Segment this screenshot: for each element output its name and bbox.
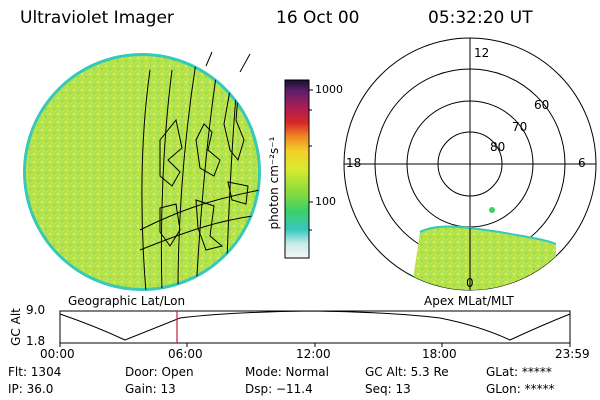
time-label: 05:32:20 UT: [428, 8, 533, 28]
time-tick-1200: 12:00: [296, 347, 331, 361]
polar-mlat-mlt-plot: [343, 37, 597, 291]
status-mode: Mode: Normal: [245, 365, 329, 379]
mlt-label-0: 0: [466, 276, 474, 290]
colorbar-tick-100: 100: [315, 195, 336, 208]
mlt-label-6: 6: [578, 156, 586, 170]
mlt-label-12: 12: [474, 46, 490, 60]
date-label: 16 Oct 00: [276, 8, 360, 28]
altitude-tick-1.8: 1.8: [26, 334, 46, 348]
status-flt: Flt: 1304: [8, 365, 62, 379]
apex-panel-label: Apex MLat/MLT: [424, 294, 514, 308]
time-tick-0000: 00:00: [40, 347, 75, 361]
status-door: Door: Open: [125, 365, 194, 379]
time-tick-1800: 18:00: [422, 347, 457, 361]
colorbar-unit-label: photon cm⁻²s⁻¹: [267, 136, 281, 230]
status-dsp: Dsp: −11.4: [245, 382, 313, 396]
status-ip: IP: 36.0: [8, 382, 54, 396]
instrument-title: Ultraviolet Imager: [20, 8, 174, 28]
mlat-label-70: 70: [512, 120, 528, 134]
status-gain: Gain: 13: [125, 382, 176, 396]
colorbar-tick-1000: 1000: [315, 83, 343, 96]
status-glon: GLon: *****: [486, 382, 555, 396]
altitude-plot: [59, 310, 571, 347]
time-tick-0600: 06:00: [168, 347, 203, 361]
mlt-label-18: 18: [346, 156, 362, 170]
earth-disk-image: [23, 51, 261, 291]
mlat-label-60: 60: [534, 98, 550, 112]
altitude-tick-9: 9.0: [26, 303, 46, 317]
time-tick-2359: 23:59: [555, 347, 590, 361]
mlat-label-80: 80: [490, 140, 506, 154]
geographic-panel-label: Geographic Lat/Lon: [68, 294, 186, 308]
status-gc-alt: GC Alt: 5.3 Re: [365, 365, 449, 379]
status-seq: Seq: 13: [365, 382, 411, 396]
altitude-axis-label: GC Alt: [9, 308, 23, 346]
color-scale-bar: [284, 79, 313, 259]
status-glat: GLat: *****: [486, 365, 552, 379]
